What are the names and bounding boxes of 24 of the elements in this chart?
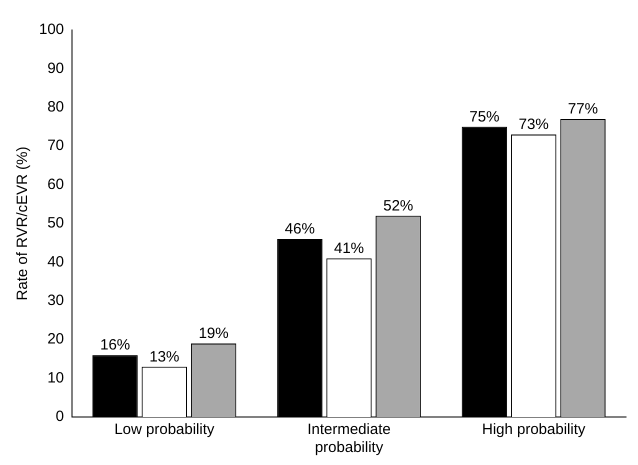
data-label: 19% — [198, 325, 229, 342]
y-tick-label: 90 — [47, 60, 64, 77]
y-tick-label: 30 — [47, 292, 64, 310]
data-label: 75% — [469, 108, 500, 126]
y-tick-label: 80 — [47, 98, 64, 116]
y-tick-label: 50 — [47, 214, 64, 232]
data-label: 13% — [149, 348, 180, 366]
data-label: 46% — [284, 220, 315, 238]
y-tick-label: 0 — [56, 408, 64, 426]
y-tick-label: 70 — [47, 137, 64, 154]
data-label: 77% — [568, 100, 598, 118]
y-axis-title: Rate of RVR/cEVR (%) — [14, 146, 32, 300]
y-tick-label: 60 — [47, 176, 64, 193]
data-label: 16% — [100, 336, 130, 354]
y-tick-label: 40 — [47, 253, 64, 270]
data-label: 52% — [383, 197, 414, 214]
y-tick-label: 100 — [38, 21, 64, 38]
x-tick-label: Low probability — [114, 421, 215, 438]
x-tick-label: High probability — [482, 421, 586, 438]
y-tick-label: 10 — [47, 369, 64, 386]
data-label: 73% — [518, 116, 549, 134]
x-tick-label: Intermediate probability — [307, 421, 391, 456]
y-tick-label: 20 — [47, 330, 64, 348]
data-label: 41% — [334, 240, 364, 257]
